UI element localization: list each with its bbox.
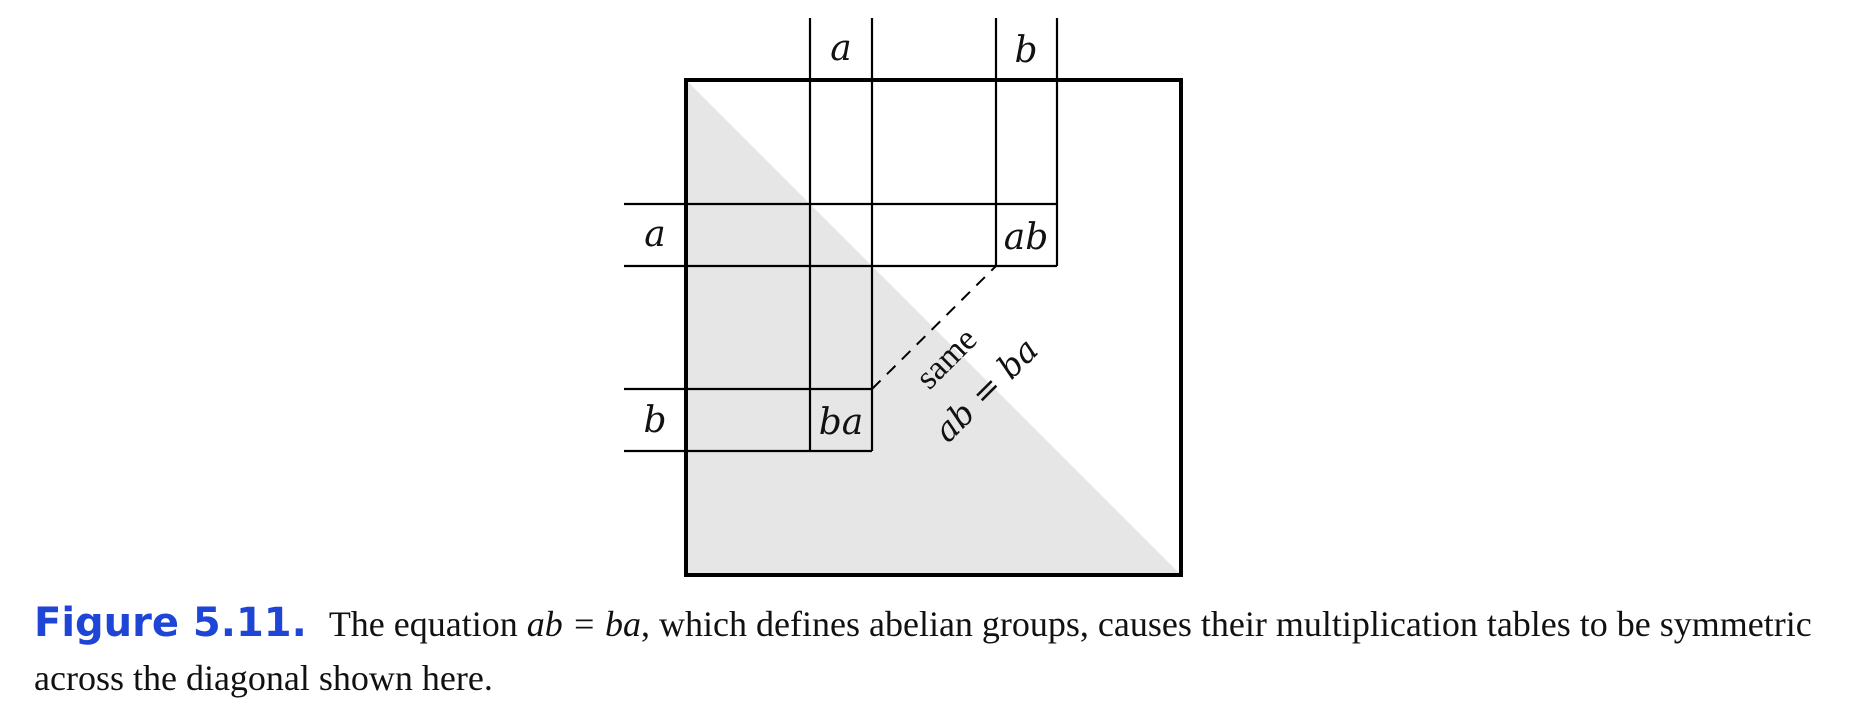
figure-caption: Figure 5.11. The equation ab = ba, which … bbox=[34, 596, 1834, 705]
column-lines bbox=[808, 18, 1059, 451]
caption-equation: ab = ba bbox=[526, 604, 642, 644]
figure-label: Figure 5.11. bbox=[34, 600, 307, 646]
cell-ba: ba bbox=[819, 402, 864, 443]
symmetry-connector bbox=[871, 265, 997, 390]
row-lines bbox=[624, 202, 1057, 453]
row-header-b: b bbox=[643, 400, 666, 441]
multiplication-table-diagram: a b a b ab ba same ab = ba bbox=[624, 18, 1183, 577]
table-square bbox=[684, 78, 1183, 577]
column-header-b: b bbox=[1014, 30, 1037, 71]
caption-text-before: The equation bbox=[328, 604, 518, 644]
caption-text-after: , which defines abelian groups, causes t… bbox=[34, 604, 1812, 698]
cell-ab: ab bbox=[1004, 217, 1049, 258]
row-header-a: a bbox=[644, 214, 665, 255]
column-header-a: a bbox=[830, 28, 851, 69]
